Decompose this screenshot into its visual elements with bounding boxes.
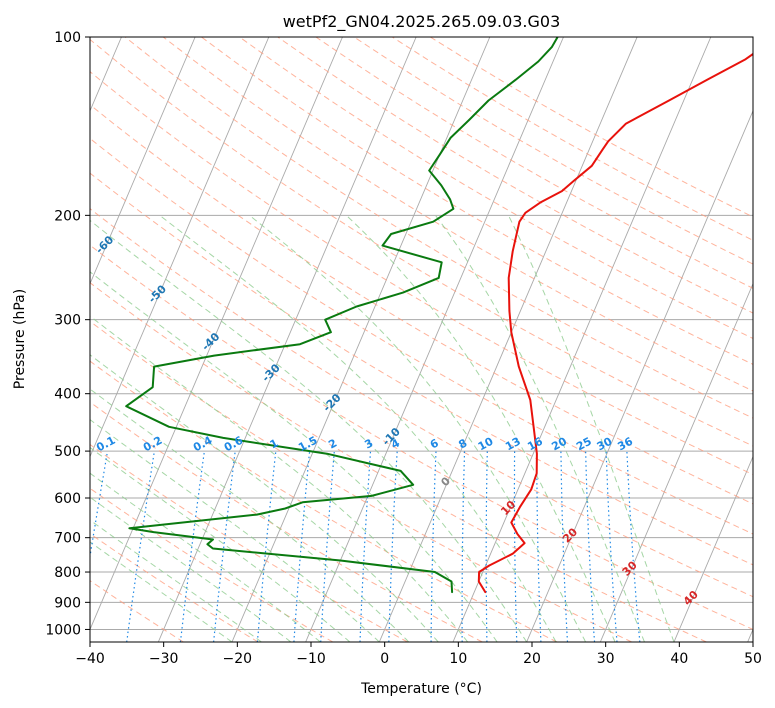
mixing-ratio-line bbox=[320, 451, 335, 642]
mixing-ratio-label: 30 bbox=[595, 435, 615, 454]
moist-adiabat-line bbox=[90, 496, 292, 642]
y-tick-label: 800 bbox=[54, 565, 81, 581]
temperature-line bbox=[477, 52, 753, 594]
mixing-ratio-line bbox=[256, 451, 277, 642]
dry-adiabat-line bbox=[90, 487, 334, 642]
moist-adiabat-line bbox=[249, 214, 587, 642]
moist-adiabat-line bbox=[345, 214, 616, 642]
moist-adiabat-line bbox=[90, 541, 233, 642]
dry-adiabat-line bbox=[90, 360, 558, 642]
x-tick-label: −20 bbox=[223, 651, 253, 667]
moist-adiabat-line bbox=[90, 418, 380, 642]
dry-adiabat-line bbox=[162, 37, 753, 392]
mixing-ratio-label: 25 bbox=[574, 435, 594, 454]
moist-adiabat-line bbox=[507, 215, 675, 642]
moist-adiabat-line bbox=[90, 219, 528, 642]
y-tick-label: 400 bbox=[54, 387, 81, 403]
mixing-ratio-line bbox=[126, 451, 155, 642]
moist-adiabat-line bbox=[90, 446, 351, 642]
moist-adiabat-line bbox=[90, 519, 262, 642]
y-tick-label: 1000 bbox=[45, 622, 81, 638]
x-tick-label: 30 bbox=[597, 651, 615, 667]
mixing-ratio-label: 10 bbox=[476, 435, 496, 454]
mixing-ratio-line bbox=[359, 451, 372, 642]
isotherm-line bbox=[231, 37, 491, 642]
isotherm-line bbox=[599, 282, 753, 642]
y-tick-label: 300 bbox=[54, 313, 81, 329]
mixing-ratio-line bbox=[388, 451, 398, 642]
mixing-ratio-line bbox=[461, 451, 466, 642]
mixing-ratio-line bbox=[213, 451, 236, 642]
dry-adiabat-line bbox=[90, 533, 259, 642]
isotherm-line bbox=[673, 455, 753, 642]
dry-adiabat-line bbox=[90, 208, 753, 598]
dry-adiabat-line bbox=[124, 37, 753, 419]
x-tick-label: −30 bbox=[149, 651, 179, 667]
mixing-ratio-label: 16 bbox=[525, 435, 545, 454]
y-tick-label: 900 bbox=[54, 595, 81, 611]
mixing-ratio-line bbox=[536, 451, 542, 642]
mixing-ratio-label: 36 bbox=[615, 435, 635, 454]
dry-adiabat-line bbox=[90, 38, 753, 447]
y-tick-label: 200 bbox=[54, 208, 81, 224]
dry-adiabat-line bbox=[277, 37, 753, 314]
mixing-ratio-line bbox=[90, 451, 109, 560]
dry-adiabat-line bbox=[90, 320, 632, 642]
y-tick-label: 700 bbox=[54, 531, 81, 547]
moist-adiabat-line bbox=[90, 472, 321, 642]
isotherm-line bbox=[90, 37, 270, 458]
x-tick-label: 10 bbox=[449, 651, 467, 667]
dry-adiabat-line bbox=[90, 137, 753, 535]
dry-adiabat-line bbox=[90, 244, 753, 630]
mixing-ratio-line bbox=[485, 451, 488, 642]
isotherm-line bbox=[90, 37, 196, 285]
y-tick-label: 100 bbox=[54, 30, 81, 46]
mixing-ratio-label: 20 bbox=[549, 435, 569, 454]
chart-title: wetPf2_GN04.2025.265.09.03.G03 bbox=[283, 12, 561, 32]
mixing-ratio-label: 13 bbox=[503, 435, 523, 454]
isotherm-line bbox=[378, 37, 638, 642]
mixing-ratio-line bbox=[179, 451, 205, 642]
dewpoint-line bbox=[125, 37, 559, 594]
x-tick-label: 50 bbox=[744, 651, 762, 667]
mixing-ratio-line bbox=[430, 451, 437, 642]
mixing-ratio-line bbox=[605, 451, 618, 642]
moist-adiabat-line bbox=[434, 215, 645, 642]
isotherm-line bbox=[452, 37, 712, 642]
x-tick-label: 40 bbox=[670, 651, 688, 667]
y-tick-label: 500 bbox=[54, 444, 81, 460]
isotherm-line bbox=[90, 37, 343, 631]
mixing-ratio-line bbox=[513, 451, 518, 642]
x-tick-label: 20 bbox=[523, 651, 541, 667]
mixing-ratio-line bbox=[293, 451, 311, 642]
dry-adiabat-line bbox=[239, 37, 753, 340]
x-tick-label: −10 bbox=[296, 651, 326, 667]
dry-adiabat-line bbox=[90, 172, 753, 566]
moist-adiabat-line bbox=[90, 315, 469, 642]
plot-frame bbox=[89, 36, 754, 643]
mixing-ratio-line bbox=[585, 451, 596, 642]
isotherm-line bbox=[526, 109, 753, 642]
x-axis-label: Temperature (°C) bbox=[360, 681, 482, 697]
mixing-ratio-line bbox=[626, 451, 641, 642]
y-tick-label: 600 bbox=[54, 491, 81, 507]
isotherm-line bbox=[157, 37, 417, 642]
mixing-ratio-line bbox=[560, 451, 569, 642]
y-axis-label: Pressure (hPa) bbox=[12, 289, 28, 389]
moist-adiabat-line bbox=[159, 214, 557, 642]
dry-adiabat-line bbox=[90, 104, 753, 505]
x-tick-label: 0 bbox=[380, 651, 389, 667]
moist-adiabat-line bbox=[90, 354, 439, 642]
moist-adiabat-line bbox=[90, 271, 498, 642]
x-tick-label: −40 bbox=[75, 651, 105, 667]
